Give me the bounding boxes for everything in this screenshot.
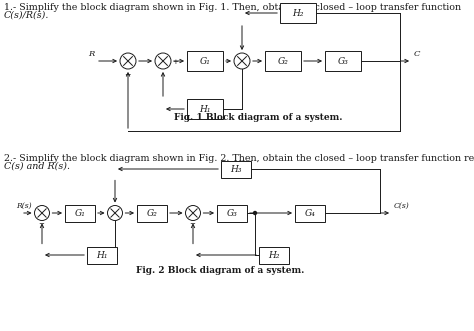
Bar (280, 3, 316, 23)
Bar (87, 247, 117, 263)
Bar (187, 99, 223, 119)
Bar (65, 205, 95, 221)
Text: 2.- Simplify the block diagram shown in Fig. 2. Then, obtain the closed – loop t: 2.- Simplify the block diagram shown in … (4, 154, 474, 163)
Bar (187, 51, 223, 71)
Circle shape (35, 206, 49, 220)
Bar (259, 247, 289, 263)
Text: −: − (38, 221, 44, 227)
Text: R(s): R(s) (16, 202, 32, 210)
Bar (137, 205, 167, 221)
Bar (295, 205, 325, 221)
Text: H₃: H₃ (230, 165, 242, 173)
Text: Fig. 1 Block diagram of a system.: Fig. 1 Block diagram of a system. (174, 113, 342, 122)
Circle shape (234, 53, 250, 69)
Text: G₂: G₂ (278, 57, 289, 66)
Text: G₄: G₄ (305, 209, 315, 217)
Text: −: − (189, 221, 195, 227)
Text: H₂: H₂ (292, 9, 304, 18)
Text: H₂: H₂ (268, 251, 280, 260)
Circle shape (185, 206, 201, 220)
Bar (325, 51, 361, 71)
Text: G₁: G₁ (74, 209, 85, 217)
Text: G₃: G₃ (227, 209, 237, 217)
Text: 1.- Simplify the block diagram shown in Fig. 1. Then, obtain the closed – loop t: 1.- Simplify the block diagram shown in … (4, 3, 461, 12)
Text: C: C (414, 50, 420, 58)
Text: +: + (172, 59, 178, 65)
Circle shape (108, 206, 122, 220)
Text: R: R (88, 50, 94, 58)
Bar (217, 205, 247, 221)
Circle shape (254, 212, 256, 214)
Circle shape (120, 53, 136, 69)
Text: C(s)/R(s).: C(s)/R(s). (4, 11, 49, 20)
Bar (265, 51, 301, 71)
Text: G₃: G₃ (337, 57, 348, 66)
Bar (221, 161, 251, 177)
Text: C(s): C(s) (394, 202, 410, 210)
Text: G₂: G₂ (146, 209, 157, 217)
Text: G₁: G₁ (200, 57, 210, 66)
Text: Fig. 2 Block diagram of a system.: Fig. 2 Block diagram of a system. (136, 266, 304, 275)
Text: −: − (124, 70, 130, 79)
Circle shape (155, 53, 171, 69)
Text: H₁: H₁ (199, 105, 211, 114)
Text: C(s) and R(s).: C(s) and R(s). (4, 162, 70, 171)
Text: H₁: H₁ (96, 251, 108, 260)
